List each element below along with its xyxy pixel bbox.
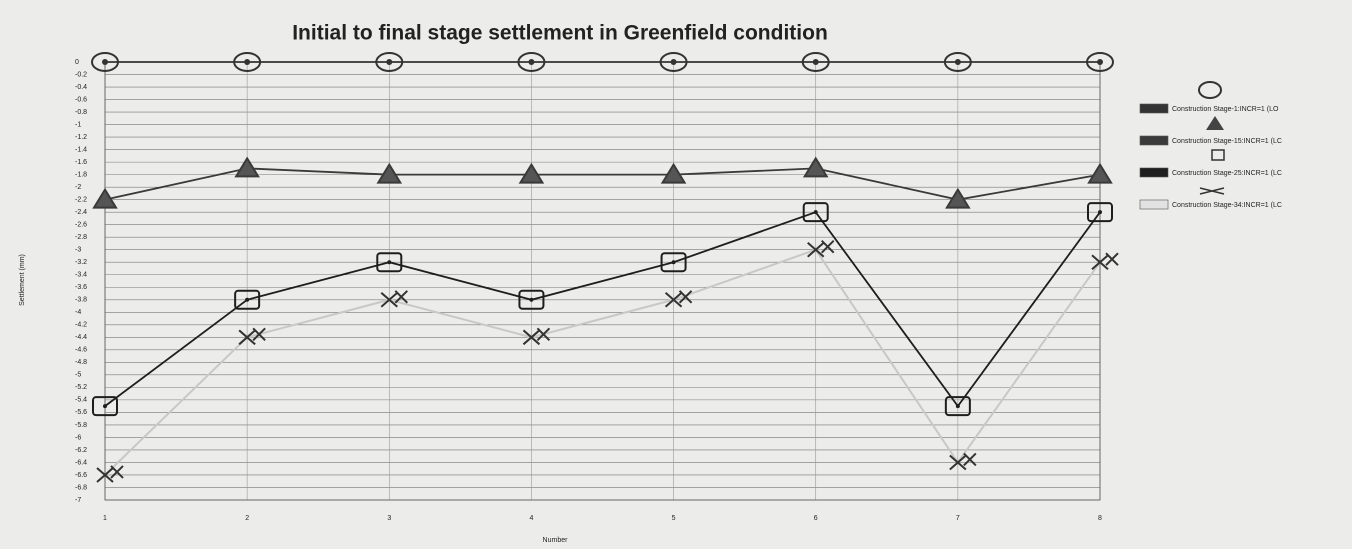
y-tick-label: -2 (75, 184, 81, 191)
y-tick-label: -4.2 (75, 322, 87, 329)
marker-dot (529, 298, 533, 302)
y-tick-label: -5 (75, 372, 81, 379)
y-tick-label: -5.6 (75, 409, 87, 416)
marker-dot (956, 404, 960, 408)
y-tick-label: -3.6 (75, 284, 87, 291)
y-tick-label: -2.6 (75, 222, 87, 229)
legend-swatch (1140, 136, 1168, 145)
marker-dot (671, 59, 677, 65)
marker-dot (1097, 59, 1103, 65)
marker-dot (814, 210, 818, 214)
x-tick-label: 6 (814, 515, 818, 522)
y-tick-label: -3.4 (75, 272, 87, 279)
legend-label: Construction Stage-1:INCR=1 (LO (1172, 106, 1279, 113)
marker-dot (387, 260, 391, 264)
y-tick-label: -4.4 (75, 334, 87, 341)
legend-swatch (1140, 200, 1168, 209)
legend-label: Construction Stage-15:INCR=1 (LC (1172, 138, 1282, 145)
y-tick-label: -5.4 (75, 397, 87, 404)
marker-dot (103, 404, 107, 408)
y-tick-label: -2.8 (75, 234, 87, 241)
y-tick-label: -6.2 (75, 447, 87, 454)
y-tick-label: -1.2 (75, 134, 87, 141)
y-tick-label: -1.4 (75, 146, 87, 153)
legend-label: Construction Stage-25:INCR=1 (LC (1172, 170, 1282, 177)
x-tick-label: 3 (387, 515, 391, 522)
x-tick-label: 5 (672, 515, 676, 522)
y-tick-label: -6.8 (75, 484, 87, 491)
legend-label: Construction Stage-34:INCR=1 (LC (1172, 202, 1282, 209)
x-tick-label: 4 (529, 515, 533, 522)
marker-dot (955, 59, 961, 65)
y-tick-label: -3 (75, 247, 81, 254)
y-tick-label: -4.8 (75, 359, 87, 366)
x-tick-label: 1 (103, 515, 107, 522)
y-axis-label: Settlement (mm) (19, 254, 26, 306)
y-tick-label: -6.4 (75, 459, 87, 466)
y-tick-label: -4.6 (75, 347, 87, 354)
y-tick-label: -1.6 (75, 159, 87, 166)
y-tick-label: -5.8 (75, 422, 87, 429)
y-tick-label: -3.2 (75, 259, 87, 266)
y-tick-label: -0.4 (75, 84, 87, 91)
x-tick-label: 8 (1098, 515, 1102, 522)
chart-title: Initial to final stage settlement in Gre… (292, 22, 828, 45)
y-tick-label: -6 (75, 434, 81, 441)
x-tick-label: 7 (956, 515, 960, 522)
y-tick-label: -1.8 (75, 171, 87, 178)
y-tick-label: -1 (75, 121, 81, 128)
y-tick-label: -4 (75, 309, 81, 316)
x-axis-label: Number (543, 537, 569, 544)
legend-swatch (1140, 104, 1168, 113)
marker-dot (102, 59, 108, 65)
x-tick-label: 2 (245, 515, 249, 522)
marker-dot (672, 260, 676, 264)
y-tick-label: -7 (75, 497, 81, 504)
marker-dot (244, 59, 250, 65)
y-tick-label: -3.8 (75, 297, 87, 304)
y-tick-label: -2.2 (75, 197, 87, 204)
legend-swatch (1140, 168, 1168, 177)
chart: Initial to final stage settlement in Gre… (0, 0, 1352, 549)
y-tick-label: -6.6 (75, 472, 87, 479)
marker-dot (386, 59, 392, 65)
marker-dot (1098, 210, 1102, 214)
marker-dot (528, 59, 534, 65)
marker-dot (245, 298, 249, 302)
y-tick-label: -2.4 (75, 209, 87, 216)
marker-dot (813, 59, 819, 65)
y-tick-label: 0 (75, 59, 79, 66)
y-tick-label: -0.6 (75, 96, 87, 103)
y-tick-label: -0.8 (75, 109, 87, 116)
y-tick-label: -5.2 (75, 384, 87, 391)
y-tick-label: -0.2 (75, 71, 87, 78)
